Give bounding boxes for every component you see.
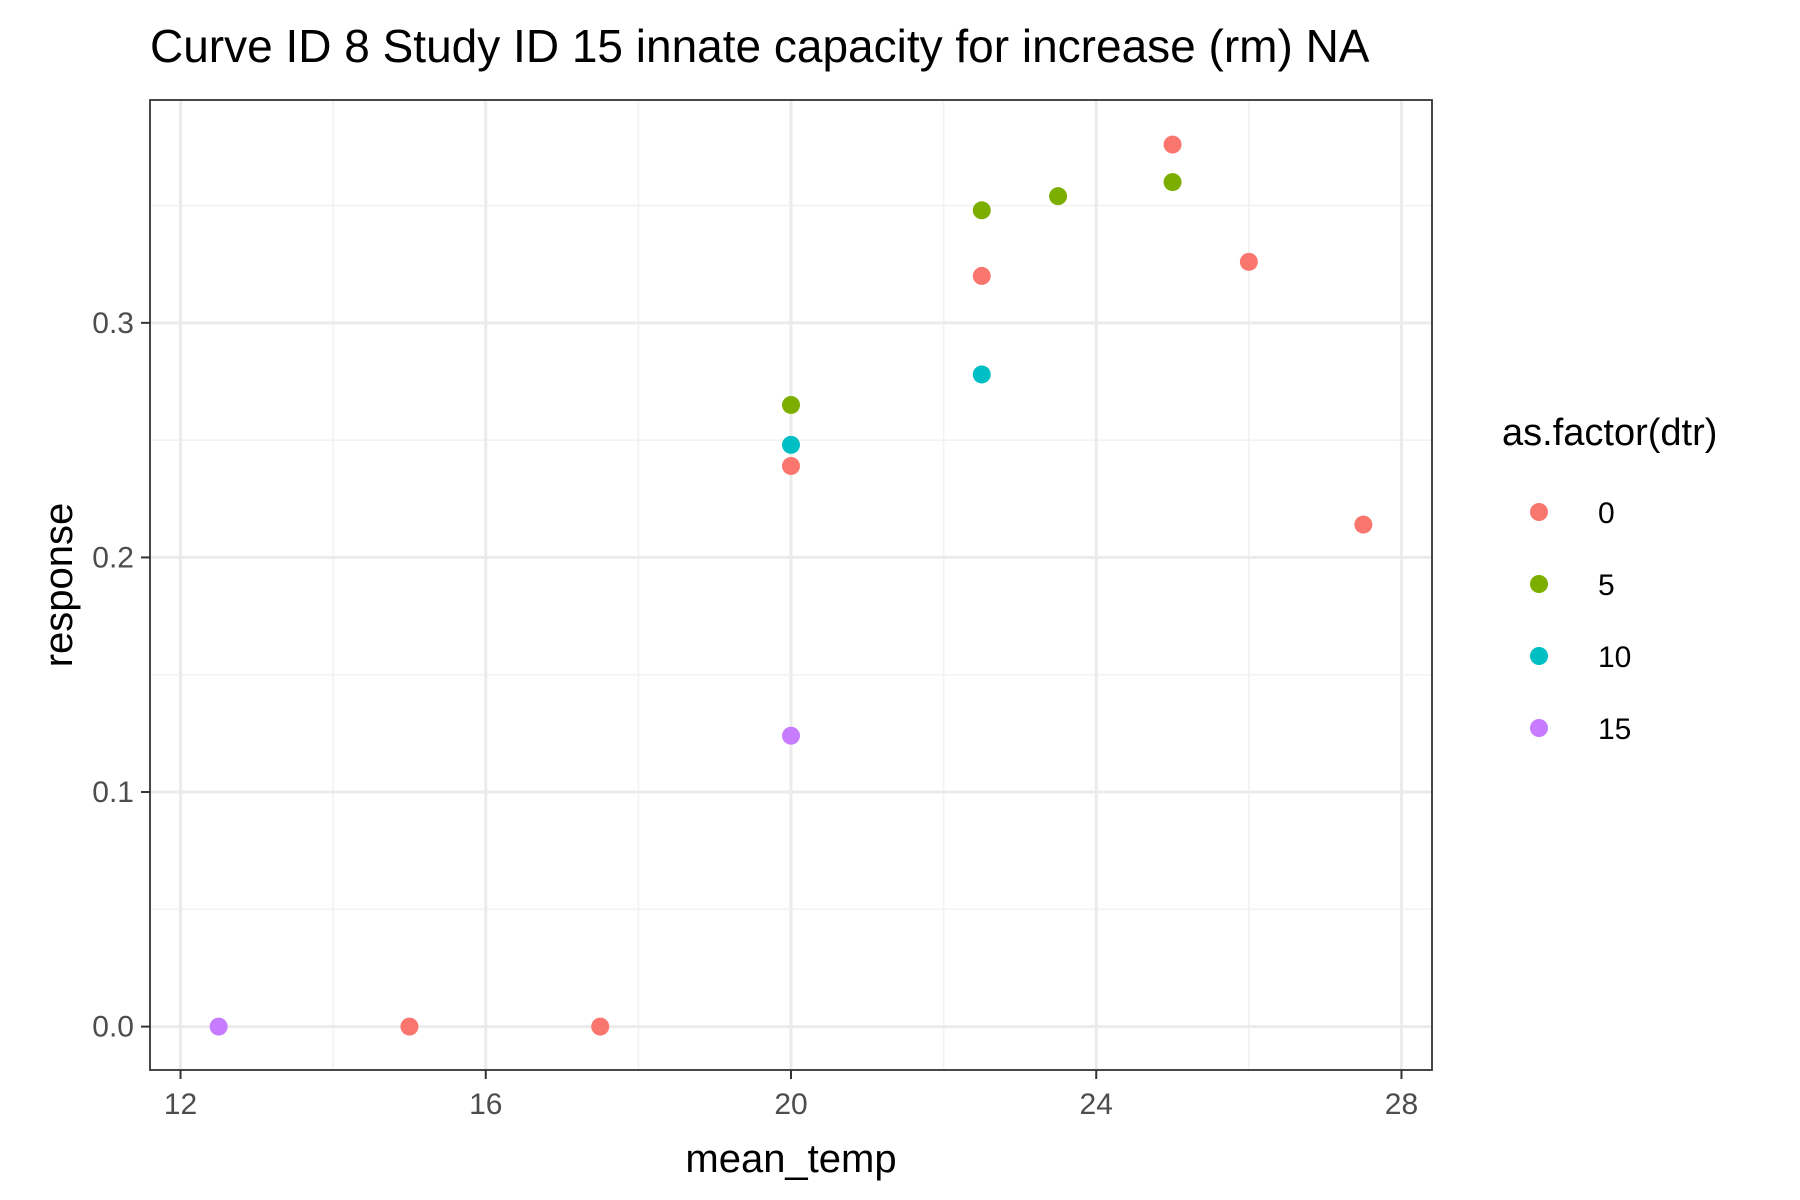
data-point-dtr-0 (591, 1017, 610, 1036)
legend-label-dtr-0: 0 (1598, 497, 1615, 530)
data-point-dtr-0 (1163, 135, 1182, 154)
data-point-dtr-5 (1049, 187, 1068, 206)
data-point-dtr-5 (1163, 173, 1182, 192)
legend-label-dtr-15: 15 (1598, 713, 1631, 746)
data-point-dtr-15 (782, 726, 800, 745)
x-tick-label: 12 (164, 1088, 197, 1121)
data-point-dtr-10 (782, 435, 800, 454)
x-tick-label: 24 (1080, 1088, 1113, 1121)
data-points (209, 135, 1373, 1036)
y-tick-label: 0.2 (92, 541, 134, 574)
data-point-dtr-10 (972, 365, 991, 384)
y-tick-label: 0.0 (92, 1011, 134, 1044)
legend-key-dtr-0 (1530, 503, 1548, 521)
legend-key-dtr-5 (1530, 575, 1548, 593)
data-point-dtr-5 (782, 395, 800, 414)
y-axis-title: response (37, 503, 81, 668)
axis-ticks: 12 16 20 24 28 0.0 0.1 0.2 0.3 (92, 307, 1418, 1121)
chart-title: Curve ID 8 Study ID 15 innate capacity f… (150, 20, 1370, 72)
data-point-dtr-0 (1239, 252, 1258, 271)
data-point-dtr-0 (782, 456, 800, 475)
x-tick-label: 16 (469, 1088, 502, 1121)
legend-label-dtr-10: 10 (1598, 641, 1631, 674)
legend-label-dtr-5: 5 (1598, 569, 1615, 602)
data-point-dtr-5 (972, 201, 991, 220)
legend-title: as.factor(dtr) (1502, 412, 1717, 454)
x-axis-title: mean_temp (685, 1137, 896, 1181)
x-tick-label: 28 (1385, 1088, 1418, 1121)
data-point-dtr-15 (209, 1017, 228, 1036)
data-point-dtr-0 (400, 1017, 419, 1036)
legend: 0 5 10 15 (1530, 497, 1631, 746)
y-tick-label: 0.3 (92, 307, 134, 340)
data-point-dtr-0 (1354, 515, 1373, 534)
legend-key-dtr-10 (1530, 647, 1548, 665)
legend-key-dtr-15 (1530, 719, 1548, 737)
y-tick-label: 0.1 (92, 776, 134, 809)
data-point-dtr-0 (972, 266, 991, 285)
x-tick-label: 20 (774, 1088, 807, 1121)
grid-lines (150, 100, 1432, 1070)
